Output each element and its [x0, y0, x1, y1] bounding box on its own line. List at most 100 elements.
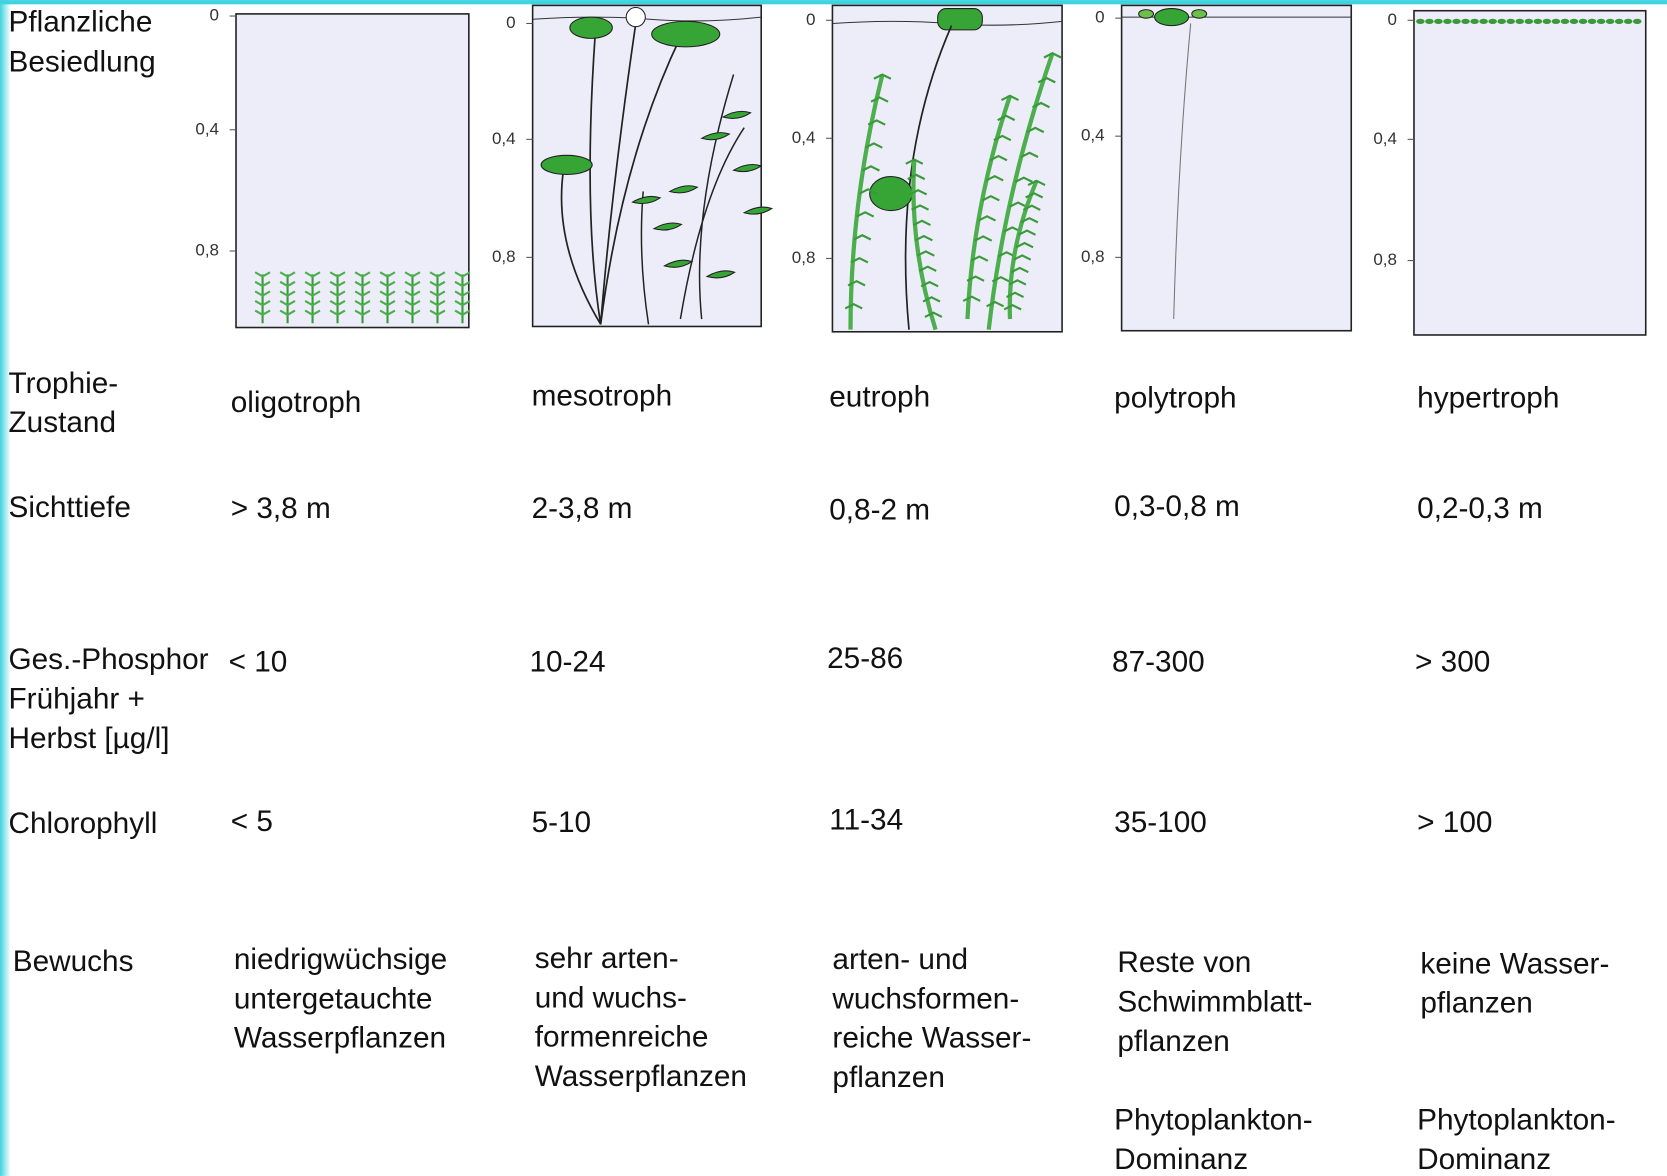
depth-label: 0,4: [492, 129, 516, 148]
depth-label: 0,4: [1373, 129, 1397, 148]
depth-label: 0,8: [492, 247, 516, 266]
leaf: [1497, 19, 1506, 24]
note-line: Phytoplankton-: [1114, 1104, 1312, 1137]
leaf: [1633, 19, 1642, 24]
row-label: Besiedlung: [9, 46, 156, 79]
row-label: Zustand: [9, 406, 117, 439]
row-label: Frühjahr +: [9, 683, 145, 716]
phosphorus: < 10: [229, 645, 288, 678]
leaf: [541, 155, 592, 174]
row-label: Ges.-Phosphor: [9, 643, 209, 676]
leaf: [1416, 19, 1425, 24]
growth-line: reiche Wasser-: [832, 1022, 1031, 1055]
row-label: Pflanzliche: [9, 5, 153, 38]
leaf: [1525, 19, 1534, 24]
chlorophyll: 11-34: [829, 804, 903, 837]
depth-label: 0: [806, 10, 815, 29]
secchi-depth: > 3,8 m: [231, 492, 331, 525]
depth-label: 0,4: [792, 128, 816, 147]
leaf: [1552, 19, 1561, 24]
secchi-depth: 0,3-0,8 m: [1114, 490, 1240, 523]
leaf: [570, 17, 613, 38]
flower: [626, 8, 645, 27]
leaf: [652, 21, 720, 47]
note-line: Dominanz: [1417, 1143, 1551, 1176]
leaf: [1561, 19, 1570, 24]
growth-line: Schwimmblatt-: [1117, 986, 1312, 1019]
leaf: [1425, 19, 1434, 24]
depth-label: 0: [1387, 10, 1396, 29]
secchi-depth: 0,2-0,3 m: [1417, 492, 1543, 525]
growth-line: und wuchs-: [535, 981, 687, 1014]
leaf: [1615, 19, 1624, 24]
phosphorus: > 300: [1415, 645, 1490, 678]
leaf: [1570, 19, 1579, 24]
row-label: Trophie-: [9, 367, 119, 400]
growth-line: keine Wasser-: [1420, 947, 1609, 980]
trophic-state: oligotroph: [231, 386, 362, 419]
leaf: [1452, 19, 1461, 24]
phosphorus: 25-86: [827, 642, 903, 675]
leaf: [1543, 19, 1552, 24]
depth-label: 0,8: [1081, 247, 1105, 266]
water-panel: [1122, 5, 1352, 330]
leaf: [1192, 10, 1207, 19]
chlorophyll: > 100: [1417, 806, 1492, 839]
vegetation: [255, 272, 470, 323]
leaf: [1461, 19, 1470, 24]
depth-label: 0,4: [1081, 126, 1105, 145]
leaf: [1579, 19, 1588, 24]
growth-line: pflanzen: [1117, 1025, 1229, 1058]
secchi-depth: 0,8-2 m: [829, 493, 930, 526]
leaf: [1624, 19, 1633, 24]
phosphorus: 87-300: [1112, 645, 1205, 678]
page: {"row_labels": { "vegetation": ["Pflanzl…: [0, 0, 1667, 1176]
left-border: [0, 0, 11, 1176]
depth-label: 0,8: [195, 240, 219, 259]
depth-label: 0,8: [1373, 250, 1397, 269]
leaf: [1155, 9, 1189, 26]
depth-label: 0: [506, 13, 515, 32]
phosphorus: 10-24: [529, 645, 605, 678]
row-label: Bewuchs: [13, 945, 134, 978]
growth-line: pflanzen: [832, 1061, 944, 1094]
water-panel: [1414, 11, 1646, 335]
growth-line: wuchsformen-: [831, 982, 1019, 1015]
top-border: [0, 0, 1667, 4]
growth-line: niedrigwüchsige: [234, 943, 447, 976]
leaf: [1506, 19, 1515, 24]
chlorophyll: 35-100: [1114, 806, 1207, 839]
growth-line: Wasserpflanzen: [234, 1022, 446, 1055]
note-line: Dominanz: [1114, 1143, 1248, 1176]
leaf: [1443, 19, 1452, 24]
water-panel: [236, 14, 469, 328]
leaf: [1479, 19, 1488, 24]
growth-line: untergetauchte: [234, 982, 433, 1015]
vegetation: [1416, 19, 1641, 24]
depth-label: 0,4: [195, 119, 219, 138]
leaf: [1588, 19, 1597, 24]
diagram: Pflanzliche Besiedlung Trophie- Zustand …: [0, 0, 1667, 1176]
growth-line: sehr arten-: [535, 942, 679, 975]
leaf: [1534, 19, 1543, 24]
trophic-state: mesotroph: [532, 380, 673, 413]
depth-label: 0: [1095, 8, 1104, 27]
growth-line: Wasserpflanzen: [535, 1060, 747, 1093]
leaf: [1470, 19, 1479, 24]
row-label: Herbst [µg/l]: [9, 722, 170, 755]
leaf: [938, 9, 983, 30]
growth-line: pflanzen: [1420, 987, 1532, 1020]
leaf: [1434, 19, 1443, 24]
trophic-state: eutroph: [829, 381, 930, 414]
growth-line: formenreiche: [535, 1021, 709, 1054]
depth-label: 0: [210, 6, 219, 25]
chlorophyll: < 5: [231, 805, 273, 838]
leaf: [1606, 19, 1615, 24]
growth-line: Reste von: [1117, 946, 1251, 979]
note-line: Phytoplankton-: [1417, 1104, 1615, 1137]
depth-label: 0,8: [792, 248, 816, 267]
leaf: [1597, 19, 1606, 24]
chlorophyll: 5-10: [532, 806, 592, 839]
growth-line: arten- und: [832, 943, 968, 976]
secchi-depth: 2-3,8 m: [532, 492, 633, 525]
